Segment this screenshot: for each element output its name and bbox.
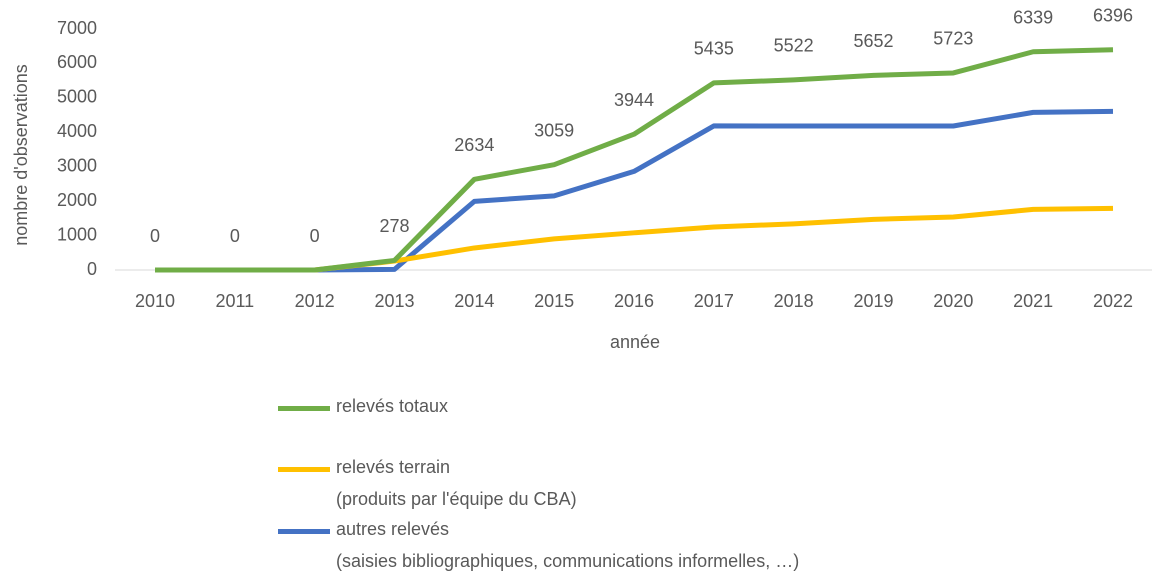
x-tick-label: 2011 [215,291,254,311]
x-tick-label: 2017 [694,291,734,311]
x-tick-label: 2019 [853,291,893,311]
y-tick-label: 6000 [57,52,97,72]
legend-label: relevés terrain (produits par l'équipe d… [336,457,577,509]
y-tick-label: 2000 [57,190,97,210]
legend-label: autres relevés (saisies bibliographiques… [336,519,800,571]
y-tick-label: 0 [87,259,97,279]
legend-swatch [278,529,330,534]
data-label: 0 [230,226,240,246]
x-tick-label: 2022 [1093,291,1133,311]
x-tick-label: 2010 [135,291,175,311]
legend-label: relevés totaux [336,396,449,416]
y-axis-title: nombre d'observations [11,64,31,246]
series-line [155,205,1114,273]
series-line [155,47,1114,273]
y-tick-label: 4000 [57,121,97,141]
x-tick-label: 2015 [534,291,574,311]
x-tick-label: 2014 [454,291,494,311]
x-tick-label: 2016 [614,291,654,311]
x-tick-label: 2021 [1013,291,1053,311]
data-label: 3059 [534,120,574,140]
data-label: 6396 [1093,6,1133,26]
x-tick-label: 2018 [774,291,814,311]
legend-swatch [278,406,330,411]
x-tick-label: 2013 [374,291,414,311]
data-label: 3944 [614,90,654,110]
y-tick-label: 5000 [57,87,97,107]
x-tick-label: 2020 [933,291,973,311]
data-label: 5435 [694,39,734,59]
data-label: 5723 [933,29,973,49]
y-tick-label: 3000 [57,155,97,175]
data-label: 278 [379,216,409,236]
data-label: 0 [310,226,320,246]
x-tick-label: 2012 [295,291,335,311]
data-label: 2634 [454,135,494,155]
legend-entry: autres relevés (saisies bibliographiques… [278,519,799,575]
data-label: 6339 [1013,8,1053,28]
y-tick-label: 7000 [57,18,97,38]
legend-entry: relevés terrain (produits par l'équipe d… [278,457,577,515]
x-axis-title: année [610,332,660,352]
y-tick-label: 1000 [57,224,97,244]
legend-entry: relevés totaux [278,396,448,422]
data-label: 5652 [853,31,893,51]
data-label: 0 [150,226,160,246]
data-label: 5522 [774,36,814,56]
legend-swatch [278,467,330,472]
